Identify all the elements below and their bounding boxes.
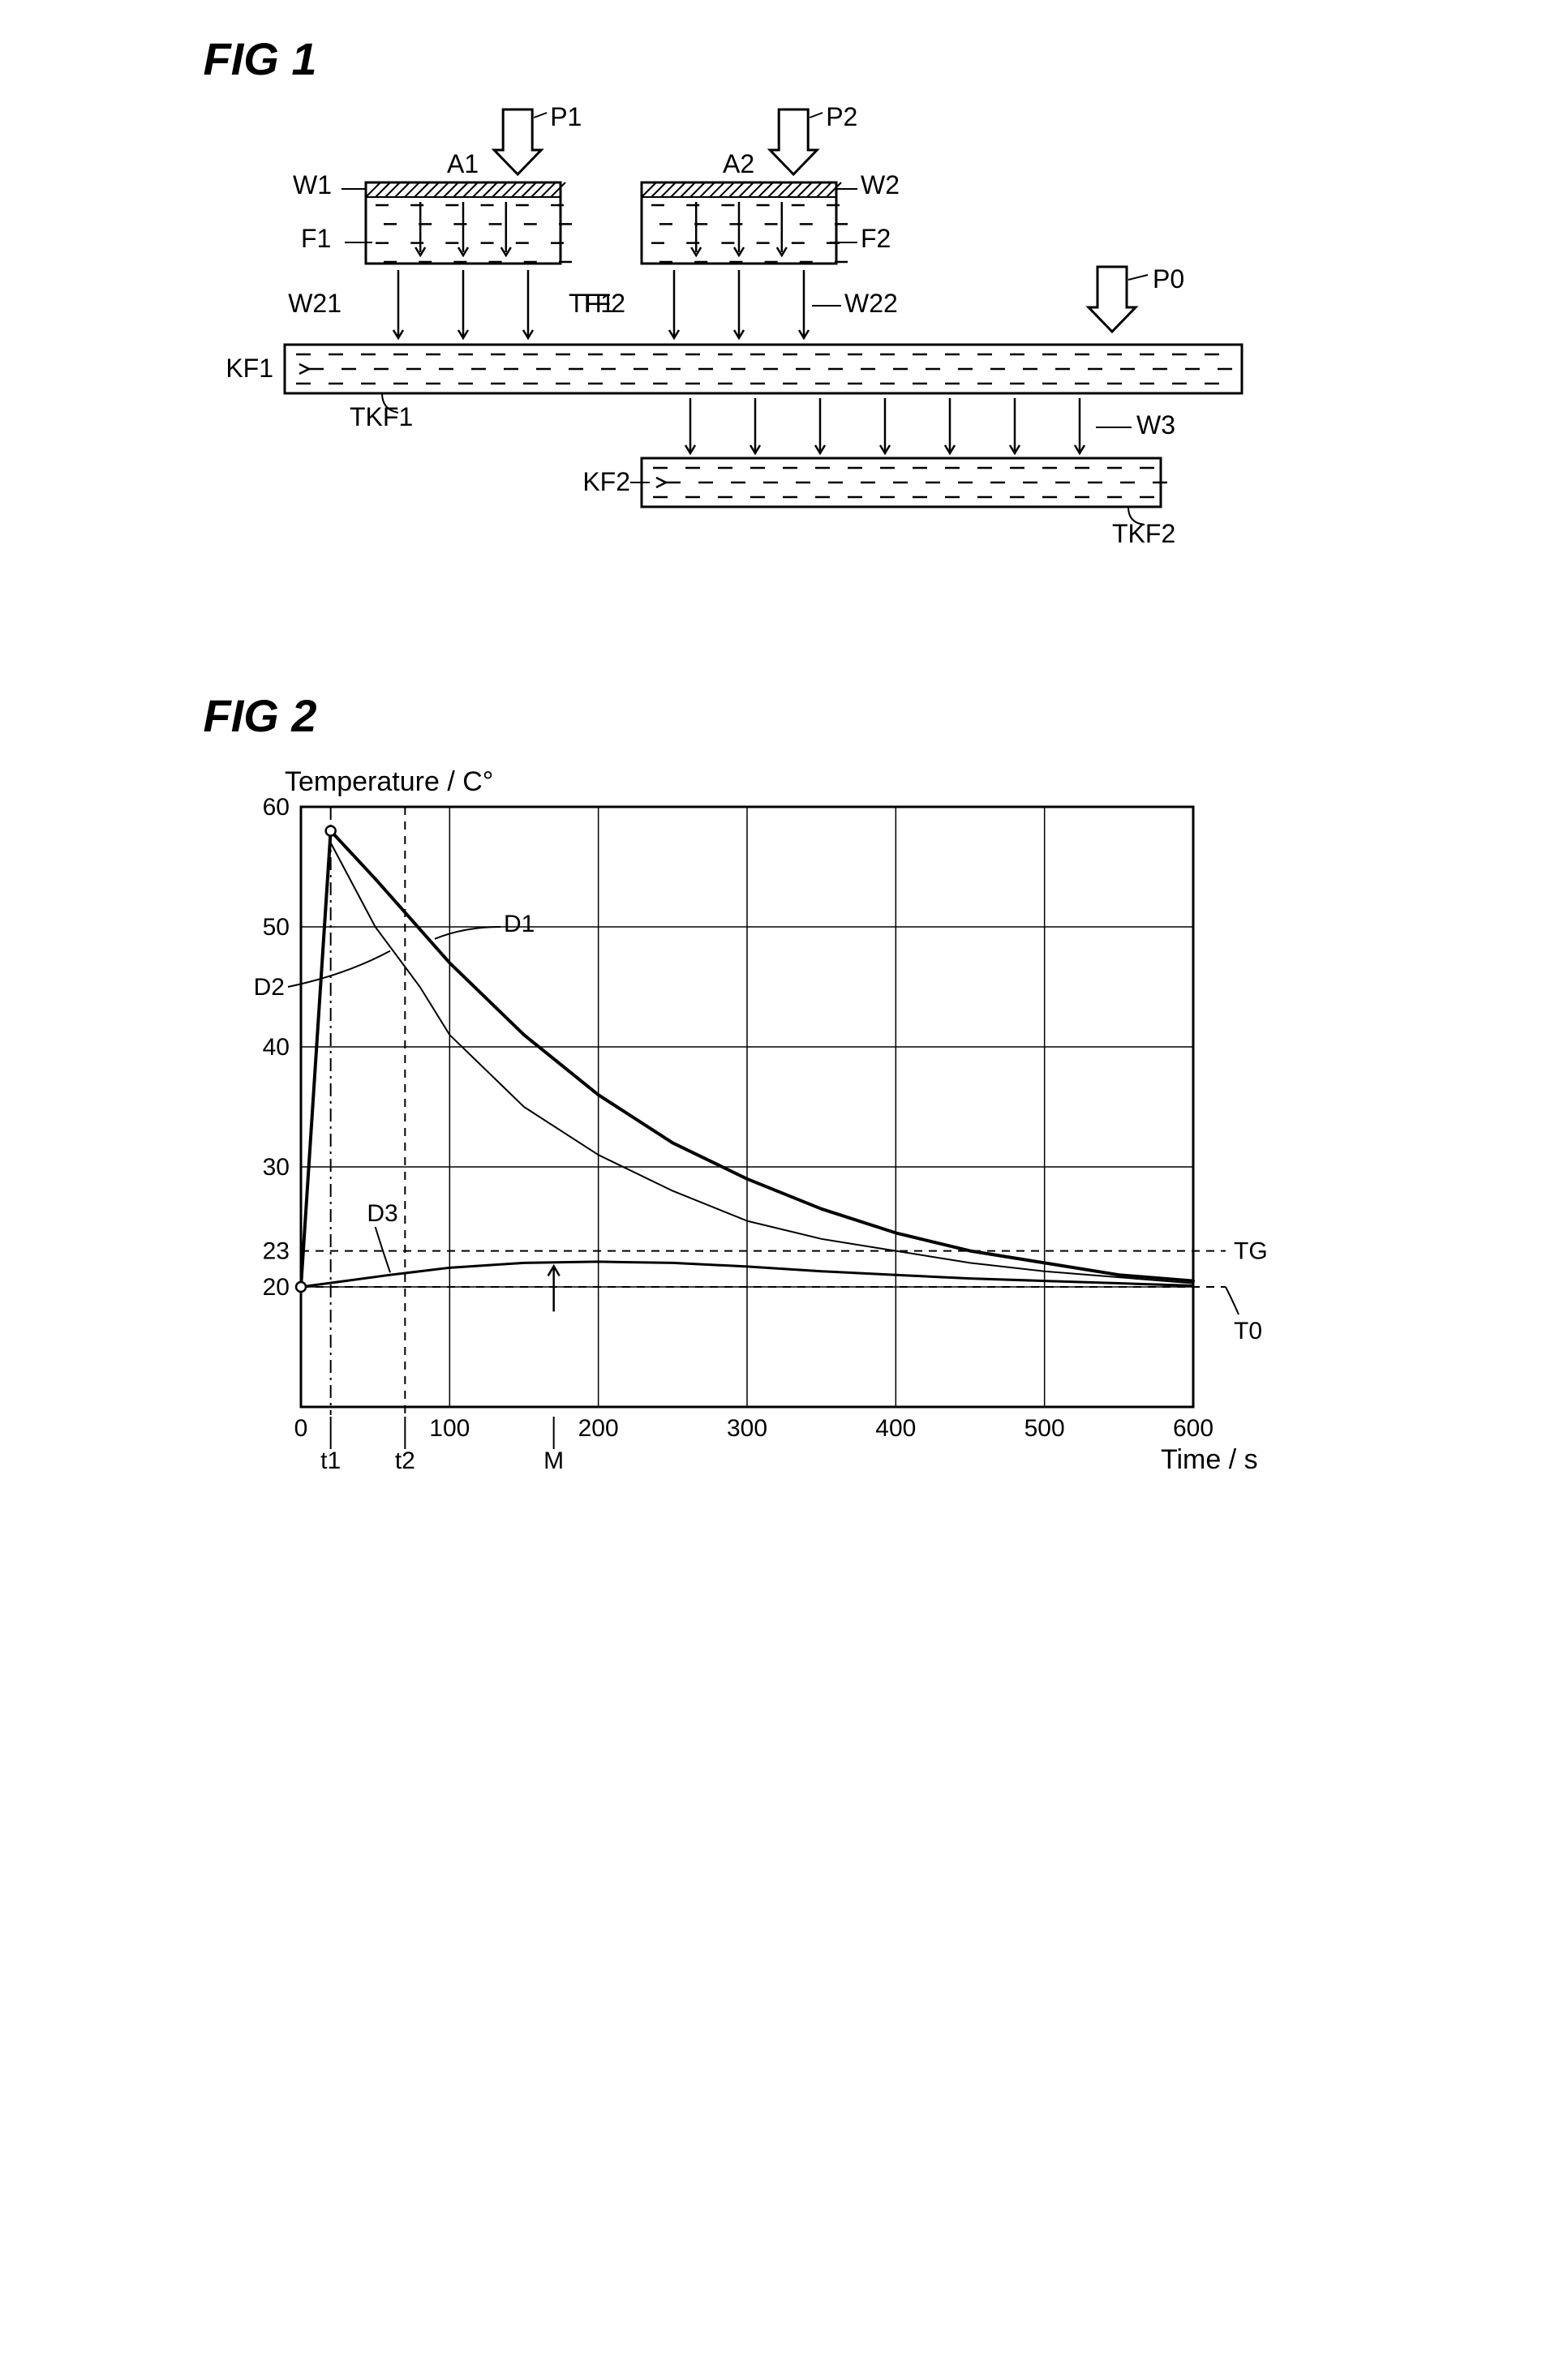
figure-2: FIG 2 Temperature / C° 0 100 200 300 400 500 60… bbox=[204, 689, 1339, 1508]
figure-1: FIG 1 P1P2A1A2W1W2F1F2W21TF1TF2W22P0KF1T… bbox=[204, 32, 1339, 592]
fig2-chart: Temperature / C° 0 100 200 300 400 500 600 20 30 4… bbox=[204, 758, 1339, 1504]
svg-text:60: 60 bbox=[262, 794, 289, 821]
svg-text:D1: D1 bbox=[504, 911, 535, 937]
svg-text:30: 30 bbox=[262, 1154, 289, 1181]
svg-text:23: 23 bbox=[262, 1238, 289, 1265]
svg-text:D2: D2 bbox=[253, 974, 284, 1001]
svg-text:W2: W2 bbox=[861, 170, 900, 199]
fig2-title: FIG 2 bbox=[204, 689, 1339, 742]
fig1-title: FIG 1 bbox=[204, 32, 1339, 85]
svg-text:TG: TG bbox=[1234, 1238, 1268, 1265]
svg-text:KF2: KF2 bbox=[582, 467, 630, 496]
svg-text:20: 20 bbox=[262, 1274, 289, 1301]
svg-text:300: 300 bbox=[726, 1415, 767, 1442]
svg-text:t1: t1 bbox=[320, 1447, 341, 1474]
svg-text:t2: t2 bbox=[394, 1447, 414, 1474]
svg-text:W21: W21 bbox=[288, 289, 341, 318]
svg-text:M: M bbox=[543, 1447, 564, 1474]
svg-text:TKF2: TKF2 bbox=[1112, 519, 1175, 548]
svg-text:200: 200 bbox=[578, 1415, 618, 1442]
svg-text:W1: W1 bbox=[293, 170, 332, 199]
svg-text:F2: F2 bbox=[861, 224, 891, 253]
svg-text:0: 0 bbox=[294, 1415, 307, 1442]
svg-text:TKF1: TKF1 bbox=[350, 402, 413, 431]
svg-text:F1: F1 bbox=[301, 224, 331, 253]
fig1-diagram: P1P2A1A2W1W2F1F2W21TF1TF2W22P0KF1TKF1W3K… bbox=[204, 101, 1339, 588]
svg-text:100: 100 bbox=[429, 1415, 470, 1442]
svg-text:50: 50 bbox=[262, 914, 289, 941]
svg-text:A2: A2 bbox=[723, 149, 754, 178]
svg-text:T0: T0 bbox=[1234, 1318, 1262, 1344]
svg-text:P0: P0 bbox=[1153, 264, 1184, 294]
svg-text:D3: D3 bbox=[367, 1200, 397, 1227]
svg-text:Time / s: Time / s bbox=[1161, 1444, 1258, 1475]
svg-text:W22: W22 bbox=[844, 289, 898, 318]
svg-text:P2: P2 bbox=[826, 102, 857, 131]
svg-text:400: 400 bbox=[875, 1415, 916, 1442]
svg-text:P1: P1 bbox=[550, 102, 582, 131]
svg-text:A1: A1 bbox=[447, 149, 479, 178]
svg-text:500: 500 bbox=[1024, 1415, 1064, 1442]
svg-text:40: 40 bbox=[262, 1034, 289, 1061]
svg-text:W3: W3 bbox=[1136, 410, 1175, 440]
svg-text:KF1: KF1 bbox=[226, 354, 273, 383]
svg-text:Temperature / C°: Temperature / C° bbox=[285, 766, 493, 797]
svg-text:TF2: TF2 bbox=[579, 289, 625, 318]
svg-text:600: 600 bbox=[1172, 1415, 1213, 1442]
